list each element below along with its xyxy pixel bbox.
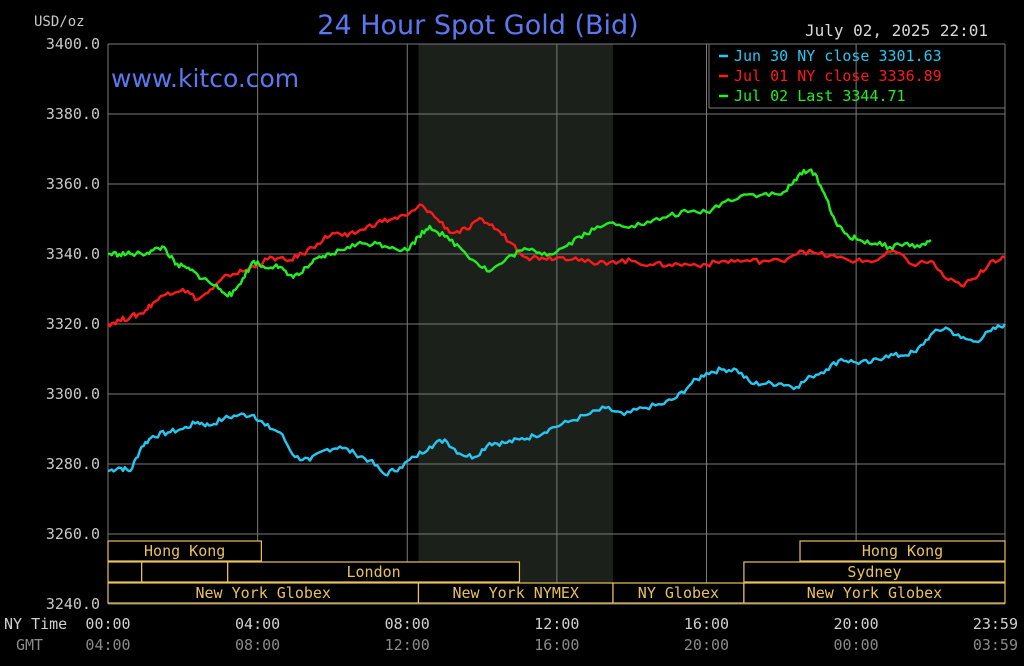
y-tick-label: 3260.0 bbox=[46, 525, 100, 543]
series-line bbox=[107, 168, 932, 298]
y-tick-label: 3340.0 bbox=[46, 245, 100, 263]
session-bar bbox=[799, 540, 1006, 562]
x-tick-gmt: 20:00 bbox=[684, 636, 729, 654]
session-bar bbox=[107, 540, 262, 562]
y-tick-label: 3320.0 bbox=[46, 315, 100, 333]
x-tick-gmt: 03:59 bbox=[973, 636, 1018, 654]
session-bar bbox=[227, 561, 521, 583]
x-tick-ny: 16:00 bbox=[684, 615, 729, 633]
timestamp: July 02, 2025 22:01 bbox=[805, 21, 988, 40]
session-label: Hong Kong bbox=[144, 542, 225, 560]
x-tick-gmt: 04:00 bbox=[85, 636, 130, 654]
session-label: Hong Kong bbox=[862, 542, 943, 560]
series-line bbox=[107, 203, 1006, 328]
session-bar bbox=[141, 561, 229, 583]
grid bbox=[107, 43, 1006, 605]
x-tick-ny: 04:00 bbox=[235, 615, 280, 633]
x-tick-ny: 08:00 bbox=[385, 615, 430, 633]
x-tick-gmt: 08:00 bbox=[235, 636, 280, 654]
x-tick-ny: 23:59 bbox=[973, 615, 1018, 633]
legend: Jun 30 NY close 3301.63 Jul 01 NY close 3… bbox=[719, 47, 942, 105]
x-tick-ny: 12:00 bbox=[534, 615, 579, 633]
session-label: New York Globex bbox=[196, 584, 331, 602]
legend-entry: Jun 30 NY close 3301.63 bbox=[734, 47, 942, 65]
gmt-label: GMT bbox=[16, 636, 43, 654]
session-label: New York NYMEX bbox=[453, 584, 579, 602]
y-tick-label: 3300.0 bbox=[46, 385, 100, 403]
session-label: NY Globex bbox=[638, 584, 719, 602]
legend-entry: Jul 02 Last 3344.71 bbox=[734, 87, 906, 105]
y-tick-label: 3400.0 bbox=[46, 35, 100, 53]
y-tick-label: 3360.0 bbox=[46, 175, 100, 193]
session-label: Sydney bbox=[847, 563, 901, 581]
ny-time-label: NY Time bbox=[4, 615, 67, 633]
session-bar bbox=[107, 561, 143, 583]
x-tick-ny: 20:00 bbox=[834, 615, 879, 633]
site-watermark: www.kitco.com bbox=[111, 64, 299, 93]
x-tick-gmt: 12:00 bbox=[385, 636, 430, 654]
x-tick-gmt: 16:00 bbox=[534, 636, 579, 654]
legend-entry: Jul 01 NY close 3336.89 bbox=[734, 67, 942, 85]
x-tick-ny: 00:00 bbox=[85, 615, 130, 633]
session-bar bbox=[743, 582, 1006, 604]
session-bars: Hong Kong Hong Kong London Sydney New York G… bbox=[107, 540, 1006, 604]
series-line bbox=[107, 323, 1006, 477]
axis-ticks: 3400.0 3380.0 3360.0 3340.0 3320.0 3300.0 3280… bbox=[46, 35, 1018, 654]
session-label: London bbox=[346, 563, 400, 581]
y-tick-label: 3280.0 bbox=[46, 455, 100, 473]
session-label: New York Globex bbox=[807, 584, 942, 602]
chart-title: 24 Hour Spot Gold (Bid) bbox=[317, 10, 638, 41]
y-tick-label: 3240.0 bbox=[46, 595, 100, 613]
session-bar bbox=[743, 561, 1006, 583]
y-tick-label: 3380.0 bbox=[46, 105, 100, 123]
x-tick-gmt: 00:00 bbox=[834, 636, 879, 654]
unit-label: USD/oz bbox=[34, 14, 85, 30]
series-lines bbox=[107, 168, 1006, 477]
